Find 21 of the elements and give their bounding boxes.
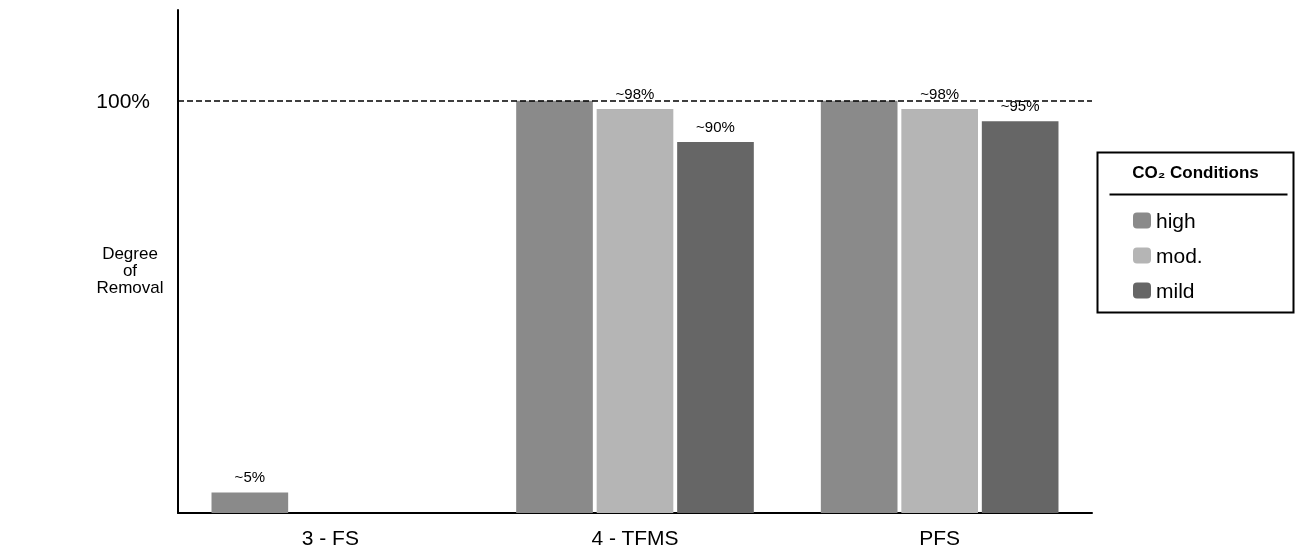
data-label: ~90% (696, 117, 735, 135)
bar (596, 108, 674, 513)
data-label: ~98% (920, 84, 960, 102)
data-label: ~95% (1000, 97, 1040, 115)
data-label: ~5% (234, 468, 266, 486)
bar (211, 492, 289, 513)
data-label: ~98% (615, 84, 655, 102)
x-tick-label: PFS (919, 526, 961, 548)
bar (677, 141, 754, 513)
y-axis-title: Degree of Removal (96, 244, 164, 297)
legend-label: mod. (1156, 244, 1203, 267)
bar (820, 100, 898, 513)
legend-label: high (1156, 209, 1196, 232)
legend-title: CO₂ Conditions (1132, 163, 1259, 182)
bar (901, 108, 978, 513)
bar (981, 121, 1059, 513)
bar (516, 100, 593, 513)
legend-label: mild (1156, 279, 1195, 302)
x-tick-label: 3 - FS (301, 526, 359, 548)
y-tick-label: 100% (96, 89, 150, 113)
x-tick-label: 4 - TFMS (591, 526, 679, 548)
